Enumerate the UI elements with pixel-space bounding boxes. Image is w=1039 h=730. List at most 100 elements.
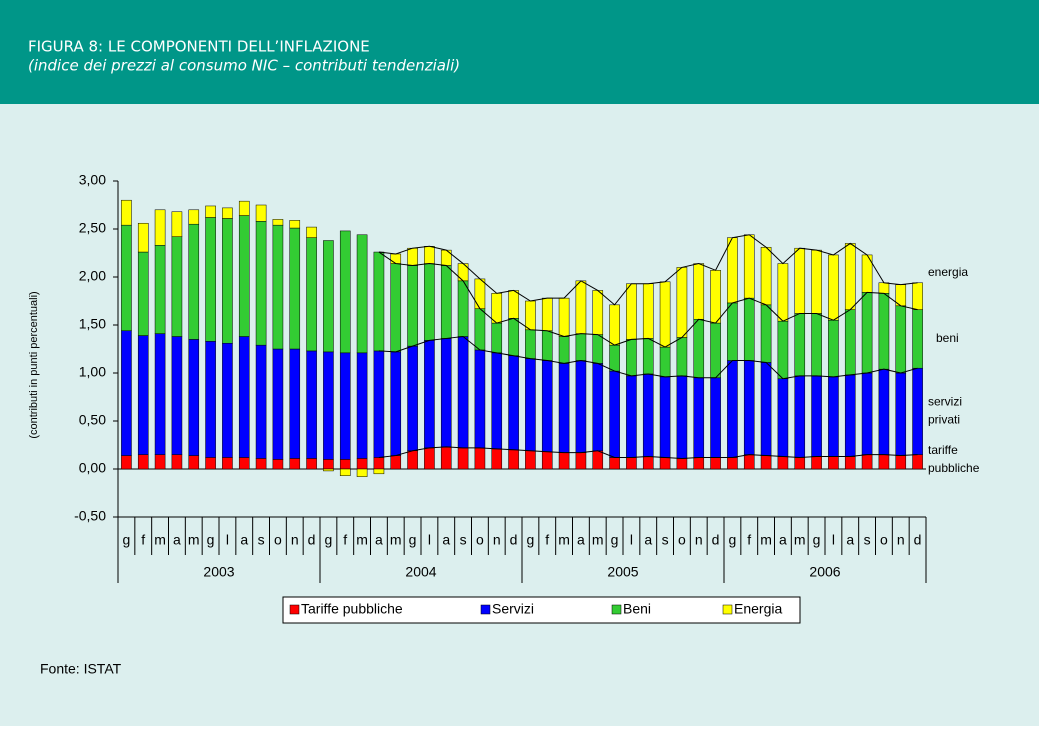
bar xyxy=(289,227,301,350)
group-label: 2006 xyxy=(809,564,840,580)
bar xyxy=(407,450,418,470)
bar xyxy=(171,211,183,237)
bar xyxy=(727,237,738,304)
bar xyxy=(743,297,755,361)
bar xyxy=(743,360,755,455)
bar xyxy=(912,454,923,470)
bar xyxy=(222,207,233,219)
x-tick-label: g xyxy=(123,532,131,548)
bar xyxy=(188,455,200,470)
bar xyxy=(659,346,671,378)
bar xyxy=(609,304,620,346)
legend-swatch xyxy=(611,604,622,615)
bar xyxy=(676,337,688,377)
bar xyxy=(743,234,755,299)
bar xyxy=(491,293,503,324)
bar xyxy=(558,336,570,364)
bar xyxy=(777,263,789,322)
legend-swatch xyxy=(289,604,300,615)
bar xyxy=(844,374,856,457)
bar xyxy=(558,297,570,337)
legend-swatch xyxy=(722,604,733,615)
bar xyxy=(222,457,233,470)
x-tick-label: d xyxy=(308,532,316,548)
x-tick-label: s xyxy=(864,532,871,548)
bar xyxy=(390,253,402,264)
x-tick-label: f xyxy=(747,532,751,548)
chart-subtitle: (indice dei prezzi al consumo NIC – cont… xyxy=(28,57,460,75)
bar xyxy=(205,457,216,470)
x-tick-label: a xyxy=(644,532,652,548)
bar xyxy=(457,447,469,470)
header-band xyxy=(0,0,1039,104)
bar xyxy=(592,363,604,452)
legend-swatch xyxy=(480,604,491,615)
bar xyxy=(760,246,772,306)
bar xyxy=(642,338,654,375)
x-tick-label: g xyxy=(813,532,821,548)
bar xyxy=(255,204,267,222)
bar xyxy=(306,350,317,459)
x-tick-label: g xyxy=(325,532,333,548)
bar xyxy=(592,290,604,335)
bar xyxy=(878,368,890,455)
bar xyxy=(541,297,553,332)
bar xyxy=(407,265,418,347)
bar xyxy=(474,308,486,351)
x-tick-label: s xyxy=(460,532,467,548)
bar xyxy=(592,450,604,470)
bar xyxy=(794,457,806,470)
bar xyxy=(811,375,822,457)
x-tick-label: s xyxy=(662,532,669,548)
legend-label: Energia xyxy=(734,601,782,617)
y-tick-label: 2,00 xyxy=(79,268,106,284)
bar xyxy=(844,309,856,376)
bar xyxy=(794,247,806,314)
x-tick-label: l xyxy=(226,532,229,548)
bar xyxy=(558,452,570,470)
bar xyxy=(339,230,351,354)
bar xyxy=(272,348,284,460)
x-tick-label: m xyxy=(558,532,570,548)
bar xyxy=(895,372,907,456)
bar xyxy=(306,226,317,238)
bar xyxy=(205,341,216,458)
x-tick-label: a xyxy=(846,532,854,548)
bar xyxy=(508,290,519,319)
bar xyxy=(238,457,250,470)
bar xyxy=(727,457,738,470)
x-tick-label: a xyxy=(173,532,181,548)
group-label: 2005 xyxy=(607,564,638,580)
bar xyxy=(222,218,233,344)
bar xyxy=(912,309,923,369)
cumulative-line xyxy=(378,234,918,306)
bar xyxy=(238,200,250,216)
bar xyxy=(811,249,822,314)
bar xyxy=(575,360,587,453)
bar xyxy=(794,313,806,377)
bar xyxy=(424,246,435,264)
bar xyxy=(861,372,873,455)
bar xyxy=(609,344,620,372)
x-tick-label: m xyxy=(356,532,368,548)
bar xyxy=(390,351,402,456)
bar xyxy=(137,251,149,336)
x-tick-label: g xyxy=(527,532,535,548)
bar xyxy=(575,280,587,334)
bar xyxy=(525,358,536,452)
bar xyxy=(525,300,536,331)
bar xyxy=(575,452,587,470)
bar xyxy=(642,283,654,339)
x-tick-label: o xyxy=(274,532,282,548)
bar xyxy=(171,236,183,337)
x-tick-label: o xyxy=(880,532,888,548)
annotation: tariffe xyxy=(928,443,958,457)
bar xyxy=(693,457,705,470)
bar xyxy=(272,219,284,226)
bar xyxy=(356,458,368,470)
bar xyxy=(289,458,301,470)
y-tick-label: 2,50 xyxy=(79,220,106,236)
bar xyxy=(188,339,200,456)
bar xyxy=(154,333,166,455)
